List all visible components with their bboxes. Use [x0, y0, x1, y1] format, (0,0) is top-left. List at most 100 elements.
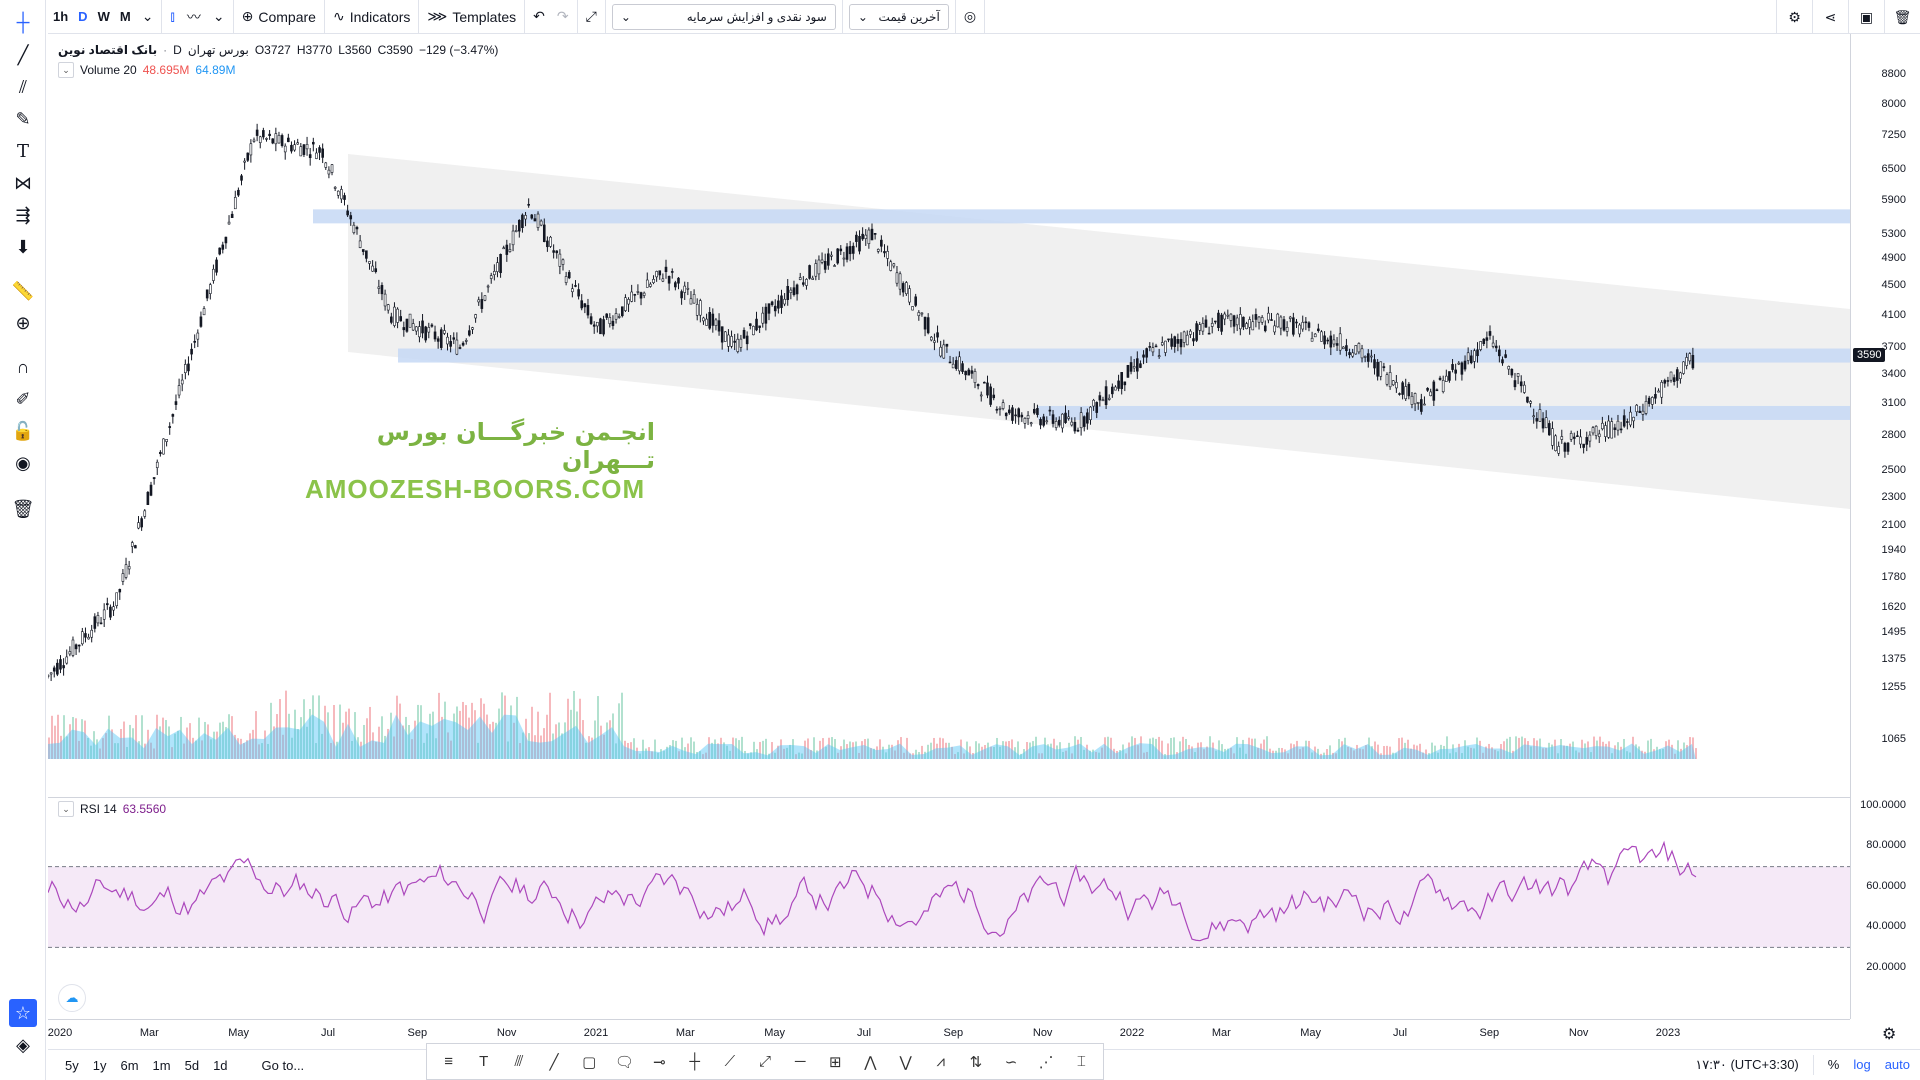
lines-icon[interactable]: ≡: [444, 1053, 453, 1070]
brush-icon[interactable]: ✎: [15, 108, 31, 129]
cross-line-icon[interactable]: ┼: [689, 1053, 700, 1070]
volume-bar: [378, 726, 380, 759]
trend-line-icon[interactable]: ╱: [549, 1053, 559, 1071]
lock-drawing-icon[interactable]: ✐: [15, 388, 31, 409]
trend-line-icon[interactable]: ╱: [17, 44, 29, 65]
long-position-icon[interactable]: ⇅: [969, 1053, 983, 1071]
indicators-button[interactable]: ∿ Indicators: [327, 0, 416, 34]
volume-bar: [342, 722, 344, 759]
ray-icon[interactable]: ⟋: [724, 1053, 736, 1070]
price-candle-body: [939, 346, 942, 357]
volume-bar: [1662, 748, 1664, 759]
fullscreen-icon[interactable]: ⤢: [585, 8, 597, 24]
price-candle-body: [1435, 389, 1439, 392]
price-candle-body: [1457, 362, 1461, 365]
settings-gear-icon[interactable]: ⚙: [1776, 0, 1812, 34]
pattern-icon[interactable]: ⋈: [14, 172, 32, 193]
text-icon[interactable]: T: [479, 1053, 489, 1070]
percent-scale-toggle[interactable]: %: [1827, 1057, 1840, 1072]
redo-icon[interactable]: ↷: [556, 8, 569, 24]
goto-button[interactable]: Go to...: [261, 1057, 305, 1073]
path-icon[interactable]: ⋰: [1038, 1053, 1054, 1071]
horizontal-ray-icon[interactable]: ⊸: [653, 1053, 666, 1071]
curve-icon[interactable]: ∽: [1004, 1053, 1018, 1071]
collapse-rsi-button[interactable]: ⌄: [58, 801, 74, 817]
price-candle-body: [1535, 418, 1539, 422]
chart-type-icon[interactable]: 〰: [186, 8, 201, 25]
lock-icon[interactable]: 🔓: [11, 420, 35, 441]
eye-icon[interactable]: ◉: [15, 452, 31, 473]
interval-m[interactable]: M: [119, 9, 131, 24]
price-scale[interactable]: 8800 8000 7250 6500 5900 5300 4900 4500 4100 3700…: [1850, 34, 1920, 1019]
chevron-down-icon[interactable]: ⌄: [141, 8, 154, 24]
fib-icon[interactable]: ⫽: [18, 76, 28, 97]
axis-settings-gear-icon[interactable]: ⚙: [1882, 1026, 1897, 1043]
channel-icon[interactable]: ⫻: [514, 1053, 524, 1070]
range-1y[interactable]: 1y: [92, 1057, 107, 1073]
undo-icon[interactable]: ↶: [533, 8, 545, 24]
trash-icon[interactable]: 🗑: [11, 498, 35, 519]
timezone-clock[interactable]: ۱۷:۳۰ (UTC+3:30): [1695, 1056, 1799, 1072]
price-candle-body: [677, 277, 680, 284]
rectangle-icon[interactable]: ▢: [582, 1053, 597, 1071]
range-5d[interactable]: 5d: [184, 1057, 200, 1073]
collapse-legend-button[interactable]: ⌄: [58, 62, 74, 78]
volume-bar: [399, 703, 401, 759]
volume-bar: [1125, 753, 1127, 759]
price-candle-body: [127, 566, 131, 570]
interval-d[interactable]: D: [78, 9, 88, 24]
volume-bar: [588, 736, 590, 759]
volume-bar: [54, 725, 56, 759]
price-candle-body: [530, 214, 534, 219]
templates-button[interactable]: ⋙ Templates: [421, 0, 522, 34]
price-candle-body: [1270, 319, 1273, 321]
share-icon[interactable]: ⋖: [1812, 0, 1848, 34]
volume-bar: [1242, 739, 1244, 759]
candles-icon[interactable]: ⫾: [170, 8, 175, 24]
arrow-down-icon[interactable]: ⬇: [15, 236, 31, 257]
prediction-icon[interactable]: ⇶: [15, 204, 31, 225]
auto-scale-toggle[interactable]: auto: [1884, 1057, 1910, 1072]
time-axis[interactable]: 2020 Mar May Jul Sep Nov 2021 Mar May Jul Sep Nov 20…: [48, 1019, 1850, 1049]
magnet-icon[interactable]: ∩: [16, 356, 30, 377]
price-candle-body: [443, 330, 446, 334]
snapshot-icon[interactable]: ▣: [1848, 0, 1884, 34]
ruler-icon[interactable]: 📏: [11, 280, 35, 301]
price-candle-body: [464, 340, 468, 342]
xabcd-pattern-icon[interactable]: ⩘: [936, 1053, 945, 1070]
callout-icon[interactable]: 🗨: [614, 1053, 634, 1071]
horizontal-line-icon[interactable]: ─: [794, 1053, 806, 1070]
eye-icon[interactable]: ◎: [963, 8, 977, 24]
price-source-dropdown[interactable]: ⌄ آخرین قیمت: [848, 3, 949, 30]
crosshair-icon[interactable]: ┼: [16, 11, 30, 32]
range-1m[interactable]: 1m: [152, 1057, 171, 1073]
strategy-dropdown[interactable]: ⌄ سود نقدی و افزایش سرمایه: [611, 3, 836, 30]
price-scale-label: 1940: [1881, 544, 1906, 557]
interval-1h[interactable]: 1h: [53, 9, 69, 24]
delete-icon[interactable]: 🗑: [1884, 0, 1920, 34]
price-candle-body: [1498, 349, 1501, 357]
elliott-wave-icon[interactable]: ⋀: [864, 1053, 877, 1071]
rsi-pane[interactable]: [48, 797, 1850, 1019]
price-chart[interactable]: [48, 34, 1850, 796]
zoom-icon[interactable]: ⊕: [15, 312, 31, 333]
log-scale-toggle[interactable]: log: [1853, 1057, 1871, 1072]
volume-bar: [258, 744, 260, 759]
extended-line-icon[interactable]: ⤢: [758, 1053, 771, 1070]
volume-bar: [1263, 739, 1265, 759]
interval-w[interactable]: W: [97, 9, 110, 24]
range-1d[interactable]: 1d: [213, 1057, 228, 1073]
tradingview-logo-icon[interactable]: ☁: [58, 984, 86, 1012]
range-5y[interactable]: 5y: [65, 1057, 79, 1073]
abcd-pattern-icon[interactable]: ⋁: [899, 1053, 912, 1071]
compare-button[interactable]: ⊕ Compare: [236, 0, 322, 34]
range-6m[interactable]: 6m: [120, 1057, 139, 1073]
text-icon[interactable]: T: [16, 140, 29, 162]
layers-icon[interactable]: ◈: [16, 1034, 30, 1055]
price-range-icon[interactable]: ⌶: [1076, 1053, 1086, 1070]
volume-bar: [759, 741, 761, 759]
fib-box-icon[interactable]: ⊞: [829, 1053, 842, 1071]
favorites-star-icon[interactable]: ☆: [9, 999, 37, 1027]
templates-label: Templates: [452, 8, 517, 25]
chevron-down-icon[interactable]: ⌄: [212, 8, 225, 24]
